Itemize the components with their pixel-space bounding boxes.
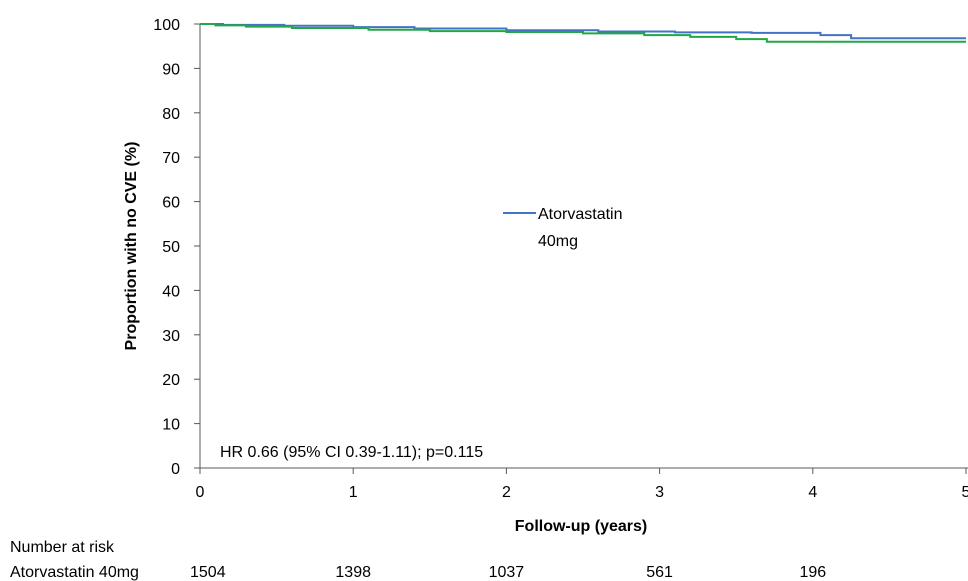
y-tick-label: 80: [162, 106, 180, 123]
x-axis-ticks: 0 1 2 3 4 5: [196, 468, 968, 501]
y-tick-label: 0: [171, 461, 180, 478]
risk-value: 1037: [489, 564, 525, 581]
y-tick-label: 10: [162, 417, 180, 434]
risk-value: 196: [799, 564, 826, 581]
y-axis-title: Proportion with no CVE (%): [123, 142, 140, 351]
x-axis-title: Follow-up (years): [515, 518, 647, 535]
risk-value: 1504: [190, 564, 226, 581]
y-tick-label: 50: [162, 239, 180, 256]
y-tick-label: 20: [162, 372, 180, 389]
risk-value: 561: [646, 564, 673, 581]
y-tick-label: 30: [162, 328, 180, 345]
risk-row-label: Atorvastatin 40mg: [10, 564, 139, 581]
series-line-2: [200, 23, 966, 43]
y-tick-label: 100: [153, 17, 180, 34]
series-line-1: [200, 23, 966, 40]
legend-label-line-2: 40mg: [538, 233, 578, 250]
legend: Atorvastatin 40mg: [503, 206, 622, 250]
y-tick-label: 90: [162, 61, 180, 78]
x-tick-label: 0: [196, 484, 205, 501]
risk-table-title: Number at risk: [10, 539, 115, 556]
x-tick-label: 3: [655, 484, 664, 501]
x-tick-label: 5: [962, 484, 968, 501]
y-tick-label: 60: [162, 195, 180, 212]
risk-table: Number at risk Atorvastatin 40mg 1504 139…: [10, 539, 826, 581]
legend-label-line-1: Atorvastatin: [538, 206, 622, 223]
y-tick-label: 40: [162, 283, 180, 300]
y-tick-label: 70: [162, 150, 180, 167]
hazard-ratio-annotation: HR 0.66 (95% CI 0.39-1.11); p=0.115: [220, 444, 483, 461]
plot-area: 0 10 20 30 40 50 60 70 80 90 100 0 1 2 3 4 5: [153, 17, 968, 501]
y-axis-ticks: 0 10 20 30 40 50 60 70 80 90 100: [153, 17, 200, 478]
x-tick-label: 2: [502, 484, 511, 501]
risk-row-values: 1504 1398 1037 561 196: [190, 564, 826, 581]
x-tick-label: 1: [349, 484, 358, 501]
risk-value: 1398: [335, 564, 371, 581]
x-tick-label: 4: [808, 484, 817, 501]
series-layer: [200, 23, 966, 43]
